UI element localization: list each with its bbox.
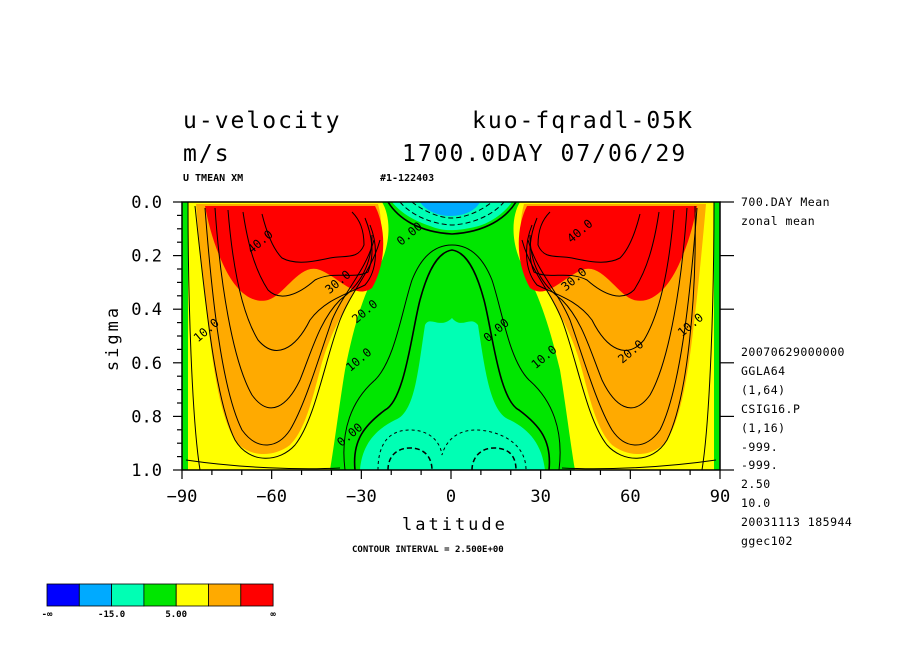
y-tick-label: 0.8: [131, 407, 162, 427]
field-lightblue-top: [420, 202, 480, 216]
colorbar-swatch: [240, 583, 274, 607]
x-tick-labels: −90 −60 −30 0 30 60 90: [167, 487, 731, 507]
colorbar-label: 5.00: [165, 610, 187, 620]
y-tick-label: 0.4: [131, 300, 162, 320]
colorbar-label: -15.0: [98, 610, 125, 620]
y-axis-label: sigma: [103, 304, 124, 372]
y-tick-label: 0.6: [131, 354, 162, 374]
colorbar-swatch: [175, 583, 209, 607]
y-tick-label: 0.0: [131, 193, 162, 213]
y-tick-label: 0.2: [131, 247, 162, 267]
side-info-line: ggec102: [741, 534, 793, 548]
colorbar-label: -∞: [42, 610, 53, 620]
axis-ticks: [173, 201, 734, 479]
side-info-line: CSIG16.P: [741, 401, 801, 416]
subtitle-mid: #1-122403: [380, 173, 435, 184]
x-tick-label: 90: [710, 487, 730, 507]
colorbar: [46, 583, 274, 607]
units-label: m/s: [183, 141, 231, 167]
side-info-line: 2.50: [741, 477, 771, 492]
field-cyan-bottom: [360, 318, 545, 470]
side-info-line: -999.: [741, 439, 779, 454]
contour-interval: CONTOUR INTERVAL = 2.500E+00: [352, 545, 504, 555]
side-info-line: 700.DAY Mean: [741, 195, 831, 209]
variable-title: u-velocity: [183, 108, 342, 134]
x-tick-label: 30: [530, 487, 550, 507]
side-info-line: GGLA64: [741, 363, 786, 378]
field-red-right: [518, 206, 697, 301]
side-info-line: 10.0: [741, 496, 771, 511]
side-info-line: (1,64): [741, 382, 786, 397]
colorbar-swatch: [143, 583, 177, 607]
side-info-line: 20070629000000: [741, 345, 845, 359]
y-tick-labels: 0.0 0.2 0.4 0.6 0.8 1.0: [131, 193, 162, 481]
x-tick-label: −90: [167, 487, 198, 507]
x-tick-label: 60: [620, 487, 640, 507]
time-label: 1700.0DAY 07/06/29: [402, 141, 688, 167]
side-info-line: (1,16): [741, 420, 786, 435]
experiment-title: kuo-fqradl-05K: [472, 108, 694, 134]
colorbar-swatch: [78, 583, 113, 607]
contour-lines: [185, 202, 717, 470]
plot-area: 40.030.020.010.010.00.000.000.0040.030.0…: [182, 202, 720, 470]
x-tick-label: −60: [256, 487, 287, 507]
field-green-edge-left: [182, 202, 188, 470]
colorbar-swatch: [111, 583, 145, 607]
colorbar-label: ∞: [270, 610, 276, 620]
colorbar-swatch: [208, 583, 242, 607]
x-axis-label: latitude: [402, 515, 508, 535]
subtitle-left: U TMEAN XM: [183, 173, 244, 184]
x-tick-label: −30: [346, 487, 377, 507]
colorbar-labels: -∞ -15.0 5.00 ∞: [42, 610, 277, 620]
side-info-line: 20031113 185944: [741, 515, 853, 530]
field-green-edge-right: [714, 202, 720, 470]
y-tick-label: 1.0: [131, 461, 162, 481]
field-red-left: [205, 206, 384, 301]
side-info-line: zonal mean: [741, 214, 816, 228]
colorbar-swatch: [46, 583, 80, 607]
x-tick-label: 0: [446, 487, 456, 507]
side-info-line: -999.: [741, 458, 779, 473]
